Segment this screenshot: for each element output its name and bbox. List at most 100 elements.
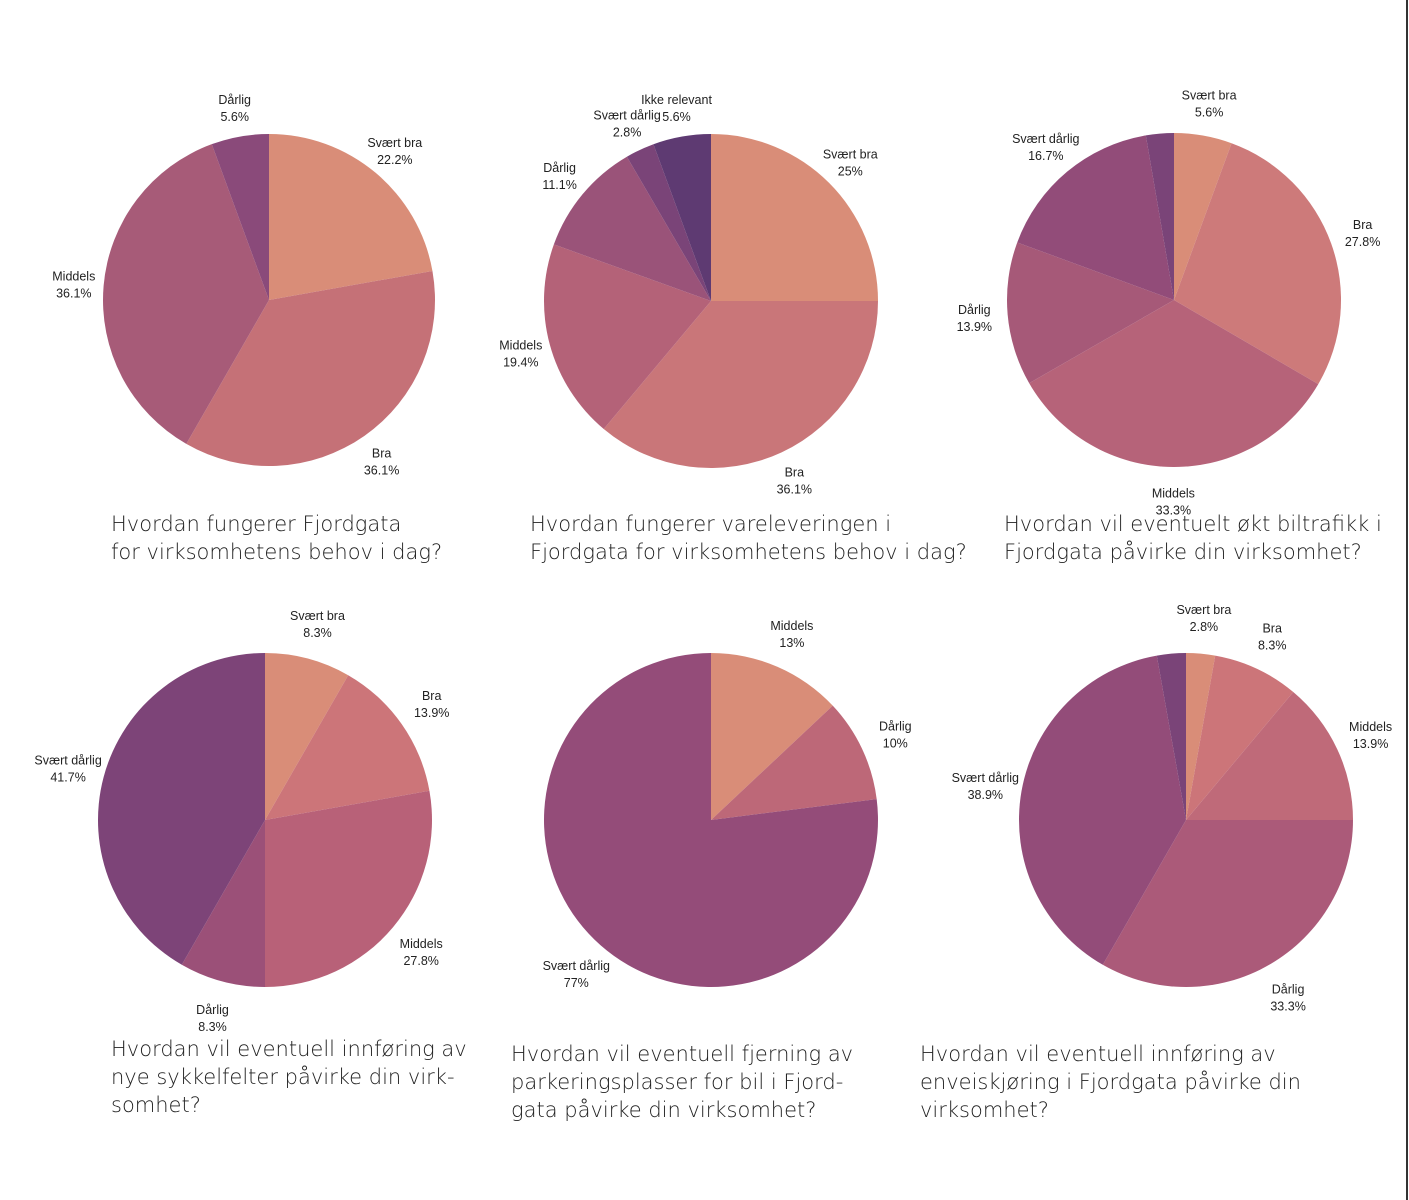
pie-1-slice-label-3: Middels [52,269,95,283]
pie-1-slice-percent-2: 36.1% [364,463,399,477]
pie-chart-3: Svært bra 5.6% Bra 27.8% Middels 33.3% Dårlig 1… [957,89,1381,518]
pie-2-slice-label-5: Svært dårlig [593,109,660,123]
pie-chart-1: Svært bra 22.2% Bra 36.1% Middels 36.1% Dårlig… [52,93,436,477]
pie-5-slice-label-3: Svært dårlig [543,959,610,973]
pie-5-slice-label-1: Middels [770,619,813,633]
pie-2-slice-4 [553,156,711,301]
chart-6-question: Hvordan vil eventuell innføring av envei… [920,1042,1301,1122]
pie-2-slice-label-6: Ikke relevant [641,93,712,107]
pie-2-slice-percent-4: 11.1% [542,178,577,192]
pie-4-slice-4 [181,820,265,987]
pie-1-slice-label-1: Svært bra [367,136,422,150]
pie-2-slice-2 [603,301,878,468]
pie-4-slice-percent-1: 8.3% [303,626,332,640]
pie-6-slice-4 [1102,820,1353,988]
pie-4-slice-5 [97,653,265,965]
pie-3-slice-percent-2: 27.8% [1345,235,1380,249]
pie-2-slice-percent-2: 36.1% [777,483,812,497]
pie-3-slice-label-2: Bra [1353,218,1373,232]
pie-5-slice-label-2: Dårlig [879,719,912,733]
pie-6-slice-label-2: Bra [1262,621,1282,635]
pie-5-slice-percent-1: 13% [779,636,804,650]
pie-1-slice-2 [186,270,436,466]
pie-3-slice-2 [1174,143,1342,385]
pie-4-slice-label-3: Middels [400,937,443,951]
pie-4-slice-label-5: Svært dårlig [34,754,101,768]
pie-2-slice-percent-5: 2.8% [613,126,642,140]
pie-6-slice-label-4: Dårlig [1272,982,1305,996]
pie-3-slice-percent-3: 33.3% [1156,503,1191,517]
pie-3-slice-3 [1029,300,1319,468]
pie-4-slice-2 [265,675,430,820]
pie-4-slice-label-2: Bra [422,689,442,703]
pie-5-slice-percent-2: 10% [883,736,908,750]
pie-chart-5: Middels 13% Dårlig 10% Svært dårlig 77% [543,619,912,990]
pie-chart-4: Svært bra 8.3% Bra 13.9% Middels 27.8% Dårlig 8… [34,609,449,1034]
pie-3-slice-percent-4: 13.9% [957,320,992,334]
pie-6-slice-percent-3: 13.9% [1353,737,1388,751]
pie-3-slice-label-4: Dårlig [958,303,991,317]
pie-2-slice-1 [711,134,878,301]
pie-3-slice-label-5: Svært dårlig [1012,132,1079,146]
pie-1-slice-1 [269,134,433,300]
pie-2-slice-label-2: Bra [785,466,805,480]
pie-6-slice-label-1: Svært bra [1176,603,1231,617]
pie-5-slice-3 [543,653,878,988]
pie-2-slice-percent-1: 25% [838,165,863,179]
pie-5-slice-percent-3: 77% [564,976,589,990]
pie-chart-6: Svært bra 2.8% Bra 8.3% Middels 13.9% Dårlig 33… [952,603,1393,1013]
pie-6-slice-5 [1019,655,1186,965]
pie-1-slice-label-2: Bra [372,446,392,460]
pie-3-slice-5 [1017,135,1174,300]
page-right-border [1406,0,1408,1200]
pie-4-slice-label-4: Dårlig [196,1003,229,1017]
pie-5-slice-1 [711,653,833,820]
pie-6-slice-3 [1186,692,1353,820]
pie-6-slice-label-5: Svært dårlig [952,771,1019,785]
pie-6-slice-percent-2: 8.3% [1258,638,1287,652]
pie-3-slice-4 [1006,242,1174,384]
pie-5-slice-2 [711,705,877,820]
pie-4-slice-label-1: Svært bra [290,609,345,623]
pie-3-slice-6 [1145,133,1174,300]
pie-1-slice-4 [211,134,269,300]
pie-4-slice-percent-3: 27.8% [403,954,438,968]
pie-4-slice-percent-5: 41.7% [50,771,85,785]
pie-3-slice-label-1: Svært bra [1182,89,1237,103]
pie-1-slice-percent-4: 5.6% [220,110,249,124]
pie-2-slice-label-1: Svært bra [823,148,878,162]
chart-2-question: Hvordan fungerer vareleveringen i Fjordg… [530,512,967,564]
pie-1-slice-percent-1: 22.2% [377,153,412,167]
pie-6-slice-2 [1186,655,1294,820]
chart-4-question: Hvordan vil eventuell innføring av nye s… [111,1037,467,1117]
pie-6-slice-1 [1186,653,1216,820]
pie-1-slice-3 [103,144,269,444]
pie-2-slice-label-3: Middels [499,338,542,352]
pie-1-slice-label-4: Dårlig [218,93,251,107]
pie-3-slice-percent-1: 5.6% [1195,106,1224,120]
chart-3-question: Hvordan vil eventuelt økt biltrafikk i F… [1004,512,1382,564]
pie-6-slice-percent-1: 2.8% [1190,620,1219,634]
pie-2-slice-3 [543,244,711,429]
chart-5-question: Hvordan vil eventuell fjerning av parker… [511,1042,854,1122]
pie-4-slice-1 [265,653,349,820]
pie-4-slice-percent-2: 13.9% [414,706,449,720]
pie-6-slice-percent-5: 38.9% [968,788,1003,802]
pie-3-slice-percent-5: 16.7% [1028,149,1063,163]
pie-2-slice-6 [653,134,711,301]
pie-2-slice-5 [626,144,711,301]
pie-2-slice-label-4: Dårlig [543,161,576,175]
pie-2-slice-percent-3: 19.4% [503,355,538,369]
pie-4-slice-3 [265,790,432,987]
pie-6-slice-label-3: Middels [1349,720,1392,734]
pie-6-slice-percent-4: 33.3% [1270,999,1305,1013]
pie-chart-2: Svært bra 25% Bra 36.1% Middels 19.4% Dårlig 11… [499,93,878,497]
pie-3-slice-1 [1174,133,1232,300]
pie-1-slice-percent-3: 36.1% [56,286,91,300]
pie-2-slice-percent-6: 5.6% [662,110,691,124]
pie-3-slice-label-3: Middels [1152,486,1195,500]
pie-4-slice-percent-4: 8.3% [198,1020,227,1034]
pie-6-slice-6 [1156,653,1186,820]
chart-1-question: Hvordan fungerer Fjordgata for virksomhe… [111,512,443,564]
